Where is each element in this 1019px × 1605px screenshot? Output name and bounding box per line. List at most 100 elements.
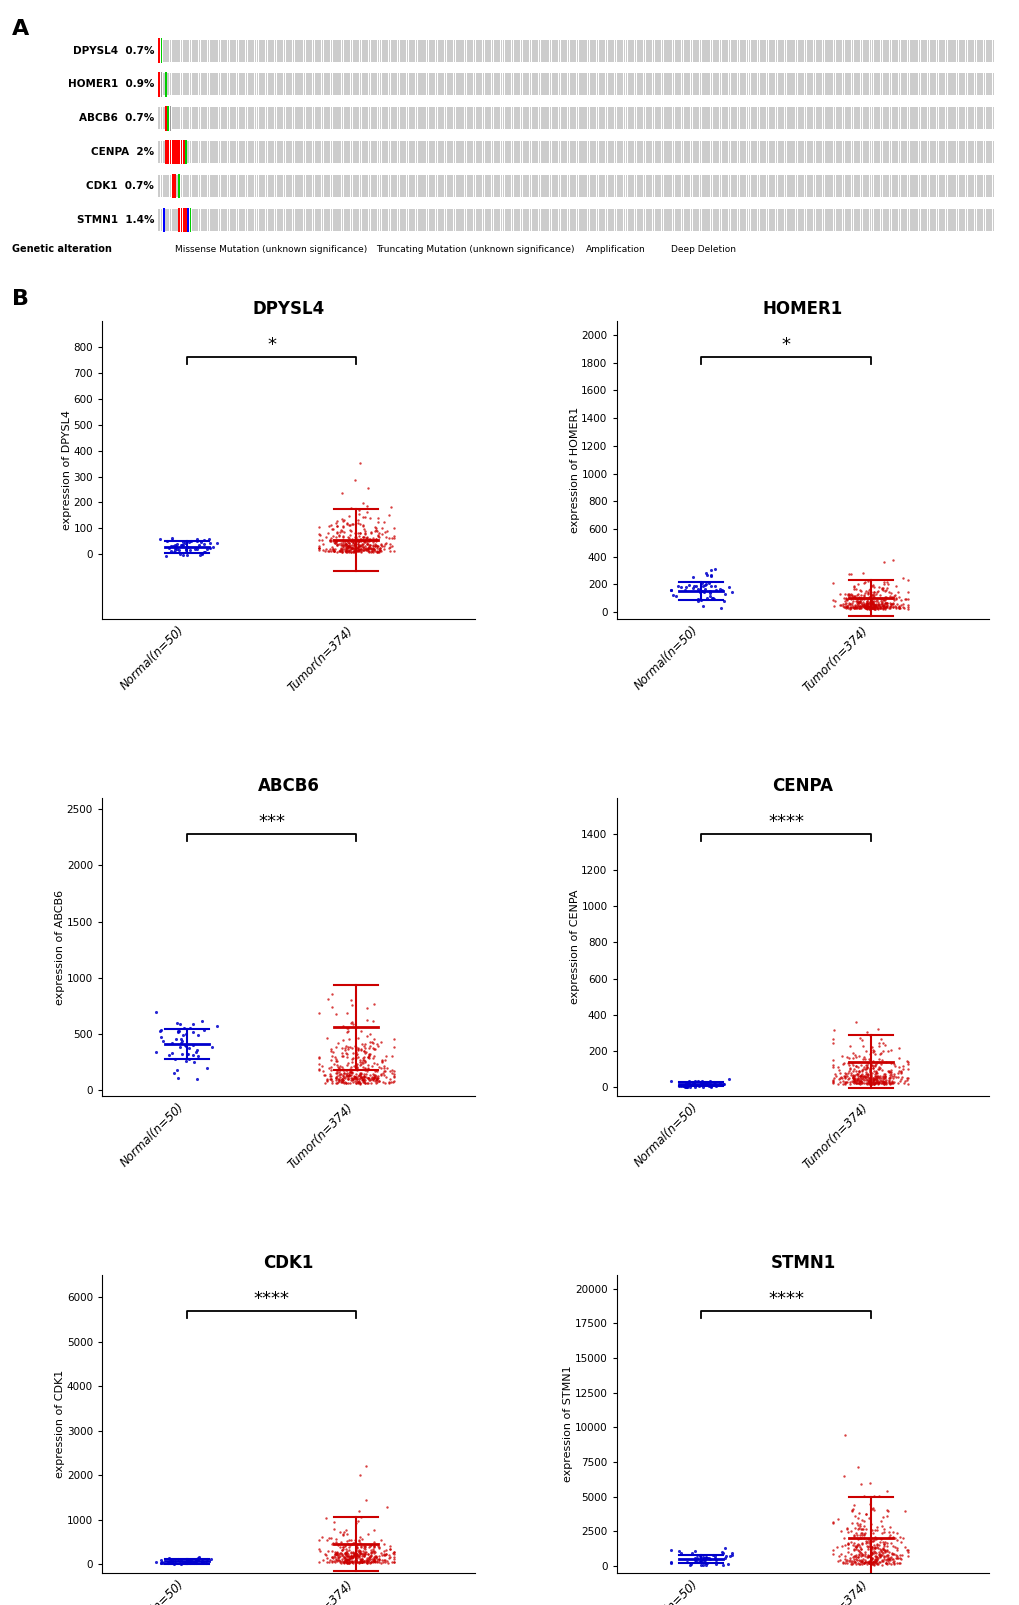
Point <box>177 1034 194 1059</box>
Point <box>357 1541 373 1566</box>
Bar <box>502 108 504 130</box>
Bar <box>632 108 634 130</box>
Point <box>338 528 355 554</box>
Point <box>153 1024 169 1050</box>
Point <box>864 1497 880 1523</box>
Point <box>875 1546 892 1571</box>
Point <box>850 589 866 615</box>
Bar <box>261 141 263 164</box>
Point <box>875 1530 892 1555</box>
Point <box>868 594 884 620</box>
Bar <box>634 108 636 130</box>
Point <box>356 1539 372 1565</box>
Bar <box>980 141 982 164</box>
Point <box>334 526 351 552</box>
Bar <box>808 141 810 164</box>
Point <box>852 1549 868 1575</box>
Bar <box>250 40 252 61</box>
Point <box>367 1549 383 1575</box>
Point <box>863 1550 879 1576</box>
Bar <box>493 74 495 95</box>
Bar <box>549 108 551 130</box>
Point <box>334 1069 351 1095</box>
Bar <box>384 209 385 231</box>
Point <box>318 536 334 562</box>
Bar <box>683 108 685 130</box>
Bar <box>763 74 765 95</box>
Point <box>338 1058 355 1083</box>
Point <box>356 1547 372 1573</box>
Bar <box>692 108 694 130</box>
Point <box>877 592 894 618</box>
Point <box>347 1053 364 1079</box>
Point <box>366 1547 382 1573</box>
Bar <box>572 74 574 95</box>
Bar <box>257 209 258 231</box>
Bar <box>581 74 582 95</box>
Bar <box>433 175 435 197</box>
Bar <box>326 108 327 130</box>
Bar <box>229 175 231 197</box>
Bar <box>806 175 808 197</box>
Point <box>311 1051 327 1077</box>
Bar <box>218 141 220 164</box>
Point <box>676 576 692 602</box>
Point <box>862 1547 878 1573</box>
Point <box>859 586 875 612</box>
Bar <box>705 175 707 197</box>
Bar <box>536 108 537 130</box>
Bar <box>379 209 381 231</box>
Bar <box>873 209 875 231</box>
Bar <box>502 74 504 95</box>
Point <box>847 1549 863 1575</box>
Bar <box>891 141 893 164</box>
Point <box>354 1067 370 1093</box>
Bar <box>498 175 499 197</box>
Bar <box>478 108 479 130</box>
Point <box>839 1536 855 1562</box>
Bar <box>567 108 569 130</box>
Point <box>379 518 395 544</box>
Point <box>343 526 360 552</box>
Bar <box>294 175 297 197</box>
Bar <box>585 108 587 130</box>
Bar <box>838 141 839 164</box>
Bar <box>650 209 651 231</box>
Point <box>682 1072 698 1098</box>
Bar <box>187 175 189 197</box>
Point <box>877 592 894 618</box>
Point <box>845 1523 861 1549</box>
Bar <box>292 108 294 130</box>
Bar <box>935 74 937 95</box>
Point <box>328 528 344 554</box>
Point <box>345 1541 362 1566</box>
Point <box>327 1544 343 1570</box>
Bar <box>583 209 585 231</box>
Point <box>357 1071 373 1096</box>
Bar <box>192 141 194 164</box>
Bar <box>236 40 238 61</box>
Point <box>333 1066 350 1091</box>
Bar <box>167 140 169 164</box>
Bar <box>531 108 533 130</box>
Bar <box>697 175 698 197</box>
Bar <box>712 175 714 197</box>
Point <box>888 1538 904 1563</box>
Point <box>368 1544 384 1570</box>
Point <box>857 594 873 620</box>
Point <box>318 525 334 551</box>
Bar <box>817 108 819 130</box>
Point <box>344 530 361 555</box>
Bar <box>701 175 703 197</box>
Point <box>853 1531 869 1557</box>
Bar <box>875 40 877 61</box>
Bar <box>836 40 837 61</box>
Point <box>870 1533 887 1558</box>
Point <box>339 525 356 551</box>
Point <box>862 595 878 621</box>
Point <box>348 536 365 562</box>
Bar <box>446 74 448 95</box>
Bar <box>328 175 330 197</box>
Point <box>342 1544 359 1570</box>
Bar <box>556 74 557 95</box>
